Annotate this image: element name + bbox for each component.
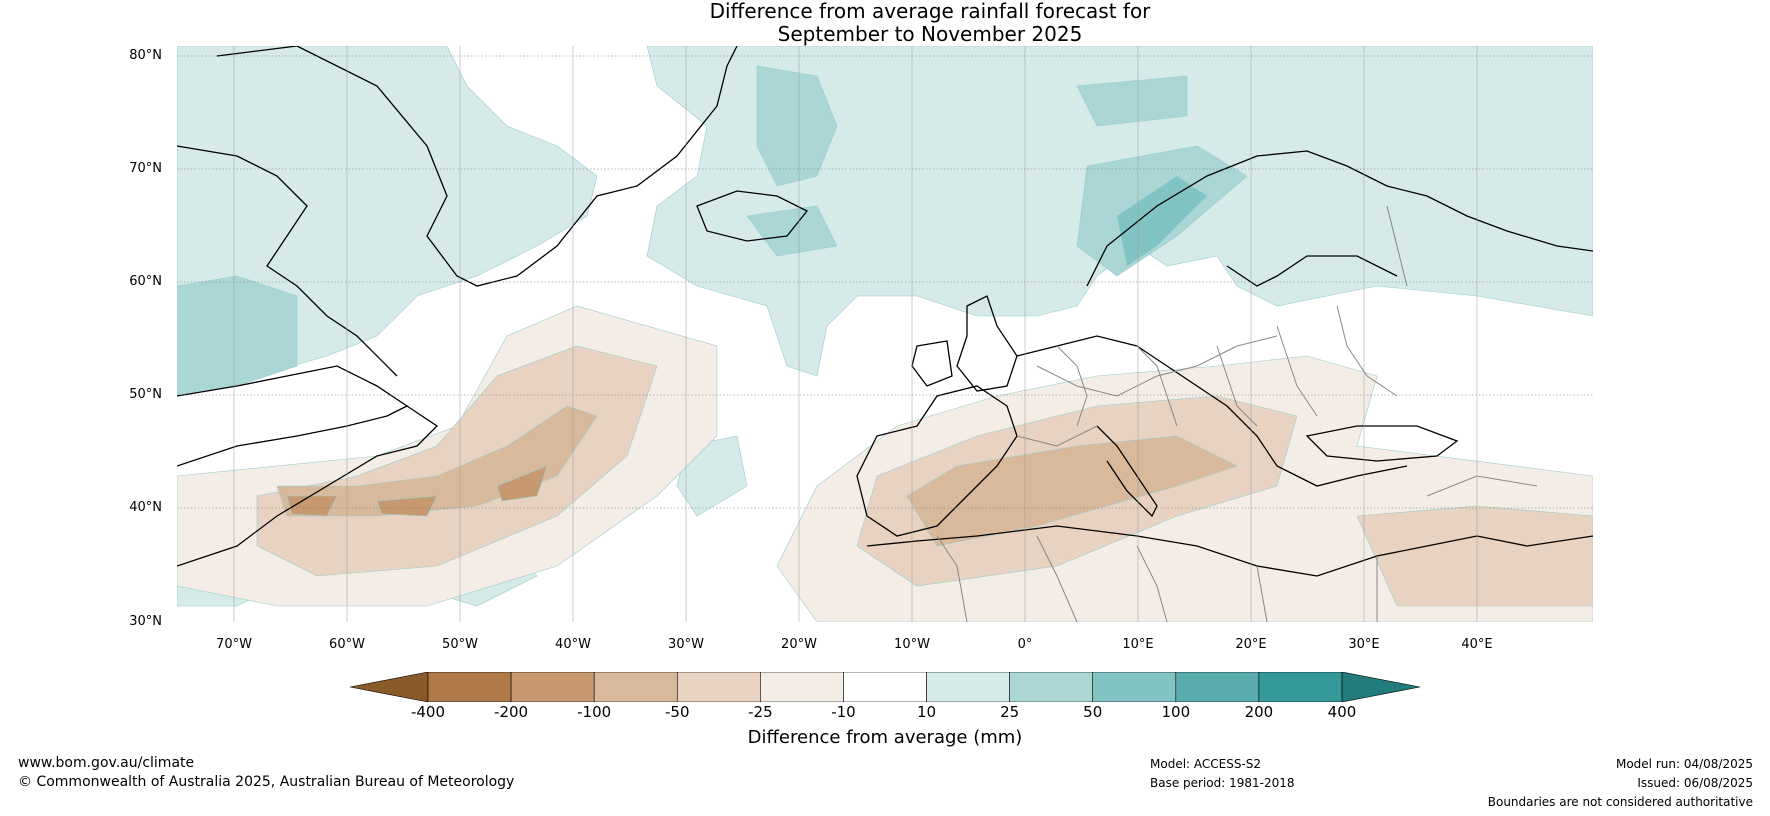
colorbar [350, 672, 1420, 702]
model-run-text: Model run: 04/08/2025 [1615, 757, 1753, 771]
colorbar-cell [427, 672, 512, 702]
colorbar-cell [843, 672, 927, 702]
colorbar-tick-label: -10 [831, 703, 856, 721]
title-line-2: September to November 2025 [777, 22, 1083, 46]
rainfall-anomaly-map [177, 46, 1593, 622]
baffin-coast [177, 145, 398, 377]
lon-label-10e: 10°E [1122, 637, 1154, 652]
graticule [177, 55, 1593, 509]
lon-label-30e: 30°E [1348, 637, 1380, 652]
colorbar-cell [1092, 672, 1177, 702]
iceland-coast [696, 190, 809, 242]
colorbar-tick-label: 200 [1244, 703, 1274, 721]
lon-label-20e: 20°E [1235, 637, 1267, 652]
colorbar-extension-high [1341, 672, 1420, 702]
colorbar-tick-label: 100 [1161, 703, 1191, 721]
anomaly-shading [177, 46, 1593, 622]
coastlines [177, 46, 1593, 577]
colorbar-cell [1175, 672, 1260, 702]
colorbar-tick-label: -50 [665, 703, 690, 721]
lon-label-70w: 70°W [216, 637, 252, 652]
lat-label-60n: 60°N [129, 274, 162, 289]
colorbar-cell [926, 672, 1010, 702]
lat-label-70n: 70°N [129, 161, 162, 176]
colorbar-extension-low [350, 672, 429, 702]
colorbar-tick-label: -100 [577, 703, 612, 721]
disclaimer-text: Boundaries are not considered authoritat… [1487, 795, 1753, 809]
colorbar-tick-label: 50 [1083, 703, 1103, 721]
lon-label-40w: 40°W [555, 637, 591, 652]
lat-label-50n: 50°N [129, 387, 162, 402]
italy-coast [1096, 425, 1158, 518]
base-period-text: Base period: 1981-2018 [1150, 776, 1295, 790]
colorbar-cell [593, 672, 678, 702]
colorbar-tick-label: -200 [494, 703, 529, 721]
lon-label-50w: 50°W [442, 637, 478, 652]
lat-label-30n: 30°N [129, 614, 162, 629]
black-sea-coast [1305, 425, 1459, 462]
website-link[interactable]: www.bom.gov.au/climate [18, 755, 195, 771]
ireland-coast [911, 340, 953, 387]
colorbar-cell [510, 672, 595, 702]
country-borders [936, 205, 1538, 622]
greenland-coast [216, 46, 738, 287]
europe-coast [1016, 335, 1408, 487]
colorbar-tick-label: -25 [748, 703, 773, 721]
lon-label-30w: 30°W [668, 637, 704, 652]
map-title: Difference from average rainfall forecas… [0, 0, 1770, 46]
britain-coast [956, 295, 1018, 392]
issued-text: Issued: 06/08/2025 [1637, 776, 1753, 790]
colorbar-cell [676, 672, 761, 702]
title-line-1: Difference from average rainfall forecas… [709, 0, 1151, 23]
copyright-text: © Commonwealth of Australia 2025, Austra… [18, 774, 515, 790]
lon-label-20w: 20°W [781, 637, 817, 652]
colorbar-tick-label: 400 [1327, 703, 1357, 721]
colorbar-cell [1009, 672, 1094, 702]
map-canvas [177, 46, 1593, 622]
lon-label-40e: 40°E [1461, 637, 1493, 652]
iberia-coast [856, 385, 1018, 537]
colorbar-cell [760, 672, 844, 702]
lon-label-0: 0° [1017, 637, 1033, 652]
lon-label-60w: 60°W [329, 637, 365, 652]
scandinavia-coast [1086, 150, 1593, 287]
colorbar-tick-label: 10 [916, 703, 937, 721]
lat-label-40n: 40°N [129, 500, 162, 515]
meridians [233, 46, 1478, 622]
colorbar-label: Difference from average (mm) [747, 727, 1023, 748]
colorbar-tick-label: -400 [410, 703, 446, 721]
lon-label-10w: 10°W [894, 637, 930, 652]
model-text: Model: ACCESS-S2 [1150, 757, 1262, 771]
colorbar-tick-label: 25 [1000, 703, 1020, 721]
lat-label-80n: 80°N [129, 48, 162, 63]
colorbar-cell [1258, 672, 1343, 702]
